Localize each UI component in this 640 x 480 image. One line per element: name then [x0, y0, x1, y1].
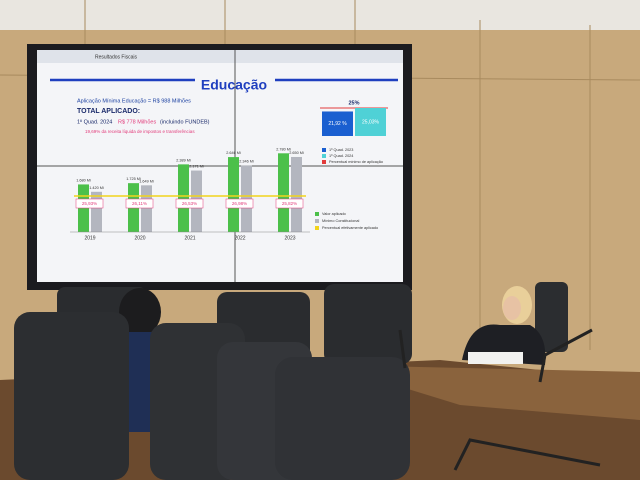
bar-label: 21,92 %	[328, 121, 347, 127]
bar	[291, 156, 302, 232]
legend-label: 1º Quad. 2023	[329, 148, 353, 152]
bar-label: 1.420 Mi	[89, 186, 104, 190]
percent-box	[225, 198, 254, 209]
chair	[535, 282, 568, 352]
percent-box	[275, 198, 304, 209]
browser-bar	[37, 50, 403, 63]
bar-label: 1.680 Mi	[76, 178, 91, 182]
total-label: TOTAL APLICADO:	[77, 108, 140, 115]
bar-label: 1.649 Mi	[139, 179, 154, 183]
chair	[324, 284, 412, 364]
person-head	[119, 288, 161, 336]
bar	[141, 185, 152, 232]
legend-label: Percentual efetivamente aplicado	[322, 226, 378, 230]
bar	[228, 157, 239, 232]
bar	[278, 153, 289, 232]
legend-swatch	[315, 212, 319, 216]
legend-label: Valor aplicado	[322, 212, 346, 216]
legend-label: Percentual mínimo de aplicação	[329, 160, 383, 164]
browser-tab: Resultados Fiscais	[95, 54, 137, 60]
person-face	[503, 296, 521, 320]
bar	[91, 191, 102, 232]
bar	[355, 108, 386, 136]
papers	[468, 352, 523, 364]
bar-label: 2.646 Mi	[226, 151, 241, 155]
x-tick-label: 2019	[84, 235, 95, 241]
microphones	[398, 328, 601, 471]
bar-label: 2.650 Mi	[289, 151, 304, 155]
legend-label: 1º Quad. 2024	[329, 154, 353, 158]
legend-swatch	[322, 160, 326, 164]
total-note: (incluindo FUNDEB)	[160, 119, 210, 125]
percent-label: 25,82%	[282, 201, 297, 206]
percent-line: 19,69% da receita líquida de impostos e …	[85, 129, 195, 134]
minimum-line: Aplicação Mínima Educação = R$ 988 Milhõ…	[77, 98, 191, 104]
x-tick-label: 2021	[184, 235, 195, 241]
percent-box	[75, 198, 104, 209]
bar	[322, 111, 353, 136]
bar-label: 2.389 Mi	[176, 158, 191, 162]
bar-label: 1.725 Mi	[126, 177, 141, 181]
total-period: 1º Quad. 2024	[77, 118, 112, 125]
legend-label: Mínimo Constitucional	[322, 219, 360, 223]
side-chart: 25% 21,92 % 25,03% 1º Quad. 2023 1º Quad. 20…	[320, 100, 388, 164]
bar-label: 25,03%	[362, 119, 380, 125]
bar	[178, 164, 189, 232]
legend-swatch	[322, 154, 326, 158]
chair	[14, 312, 129, 480]
legend-swatch	[315, 226, 319, 230]
bar-chart: 1.680 Mi 1.420 Mi 25,93% 2019 1.725 Mi1.649 …	[70, 147, 378, 241]
legend-swatch	[315, 219, 319, 223]
percent-label: 26,98%	[232, 201, 247, 206]
percent-label: 25,93%	[82, 201, 97, 206]
x-tick-label: 2023	[284, 235, 295, 241]
chair	[275, 357, 410, 480]
target-label: 25%	[348, 100, 359, 106]
percent-label: 26,53%	[182, 201, 197, 206]
legend-swatch	[322, 148, 326, 152]
percent-box	[175, 198, 204, 209]
slide-title: Educação	[201, 77, 267, 93]
x-tick-label: 2022	[234, 235, 245, 241]
bar-label: 2.171 Mi	[189, 165, 204, 169]
bar-label: 2.346 Mi	[239, 160, 254, 164]
bar-label: 2.780 Mi	[276, 147, 291, 151]
x-tick-label: 2020	[134, 235, 145, 241]
percent-label: 26,11%	[132, 201, 147, 206]
ceiling	[0, 0, 640, 30]
percent-box	[125, 198, 154, 209]
total-value: R$ 778 Milhões	[118, 119, 156, 125]
